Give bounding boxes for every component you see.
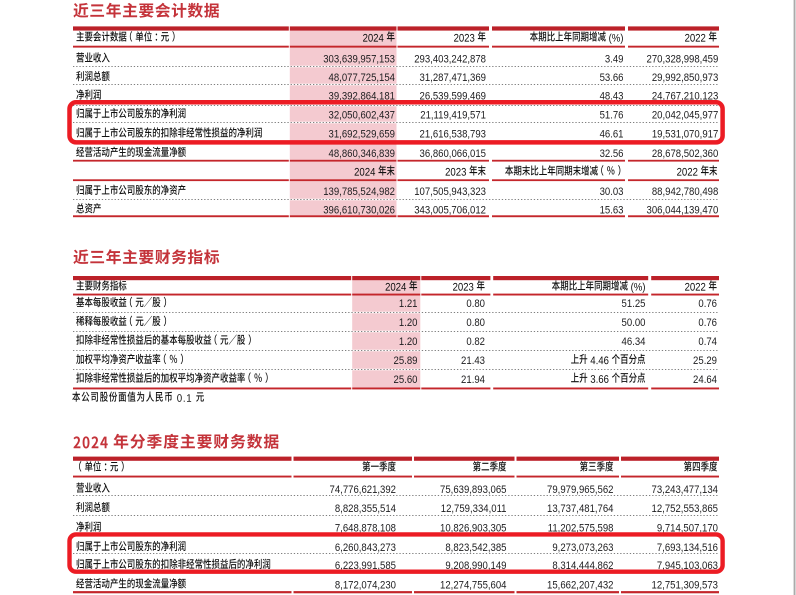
svg-text:29,992,850,973: 29,992,850,973 xyxy=(652,73,719,85)
svg-text:7,945,103,063: 7,945,103,063 xyxy=(657,560,718,572)
svg-text:0.76: 0.76 xyxy=(698,299,717,311)
svg-text:1.20: 1.20 xyxy=(399,336,418,348)
svg-text:15,662,207,432: 15,662,207,432 xyxy=(547,580,614,592)
svg-text:48.43: 48.43 xyxy=(600,91,624,103)
svg-text:73,243,477,134: 73,243,477,134 xyxy=(652,484,719,496)
svg-text:9,273,073,263: 9,273,073,263 xyxy=(552,543,613,555)
svg-text:343,005,706,012: 343,005,706,012 xyxy=(414,205,486,217)
svg-text:79,979,965,562: 79,979,965,562 xyxy=(547,484,614,496)
svg-text:53.66: 53.66 xyxy=(600,73,624,85)
svg-text:0.76: 0.76 xyxy=(698,318,717,330)
svg-text:21,119,419,571: 21,119,419,571 xyxy=(420,110,486,122)
svg-text:0.80: 0.80 xyxy=(466,299,485,311)
svg-text:13,737,481,764: 13,737,481,764 xyxy=(547,504,614,516)
svg-text:74,776,621,392: 74,776,621,392 xyxy=(330,484,397,496)
svg-text:25.60: 25.60 xyxy=(394,374,418,386)
svg-text:6,260,843,273: 6,260,843,273 xyxy=(335,543,396,555)
svg-text:32.56: 32.56 xyxy=(600,148,624,160)
svg-text:15.63: 15.63 xyxy=(600,205,624,217)
svg-text:21,616,538,793: 21,616,538,793 xyxy=(420,129,487,141)
svg-text:12,752,553,865: 12,752,553,865 xyxy=(652,504,719,516)
svg-text:51.76: 51.76 xyxy=(600,110,624,122)
svg-text:31,287,471,369: 31,287,471,369 xyxy=(420,73,487,85)
svg-text:12,759,334,011: 12,759,334,011 xyxy=(441,504,507,516)
svg-text:0.74: 0.74 xyxy=(698,336,717,348)
svg-text:36,860,066,015: 36,860,066,015 xyxy=(420,148,487,160)
svg-text:3.49: 3.49 xyxy=(605,54,624,66)
svg-text:25.89: 25.89 xyxy=(394,356,418,368)
svg-text:12,274,755,604: 12,274,755,604 xyxy=(440,580,507,592)
svg-text:25.29: 25.29 xyxy=(693,356,717,368)
svg-text:9,208,990,149: 9,208,990,149 xyxy=(445,560,506,572)
svg-text:7,648,878,108: 7,648,878,108 xyxy=(335,523,396,535)
svg-text:1.20: 1.20 xyxy=(399,318,418,330)
svg-text:88,942,780,498: 88,942,780,498 xyxy=(652,186,719,198)
svg-text:75,639,893,065: 75,639,893,065 xyxy=(440,484,507,496)
svg-text:8,172,074,230: 8,172,074,230 xyxy=(335,580,396,592)
svg-text:6,223,991,585: 6,223,991,585 xyxy=(335,560,396,572)
svg-text:24.64: 24.64 xyxy=(693,374,717,386)
svg-text:0.80: 0.80 xyxy=(466,318,485,330)
svg-text:30.03: 30.03 xyxy=(600,186,624,198)
svg-text:48,077,725,154: 48,077,725,154 xyxy=(329,73,396,85)
svg-text:303,639,957,153: 303,639,957,153 xyxy=(323,54,395,66)
svg-text:24,767,210,123: 24,767,210,123 xyxy=(652,91,719,103)
svg-text:1.21: 1.21 xyxy=(399,299,418,311)
svg-text:20,042,045,977: 20,042,045,977 xyxy=(652,110,719,122)
svg-text:7,693,134,516: 7,693,134,516 xyxy=(657,543,718,555)
svg-text:270,328,998,459: 270,328,998,459 xyxy=(647,54,719,66)
svg-text:46.61: 46.61 xyxy=(600,129,624,141)
svg-text:8,314,444,862: 8,314,444,862 xyxy=(552,560,613,572)
svg-text:139,785,524,982: 139,785,524,982 xyxy=(323,186,395,198)
svg-text:21.43: 21.43 xyxy=(461,356,485,368)
svg-text:46.34: 46.34 xyxy=(622,336,646,348)
svg-text:11,202,575,598: 11,202,575,598 xyxy=(548,523,614,535)
svg-text:39,392,864,181: 39,392,864,181 xyxy=(329,91,396,103)
svg-text:10,826,903,305: 10,826,903,305 xyxy=(440,523,507,535)
svg-text:293,403,242,878: 293,403,242,878 xyxy=(414,54,486,66)
svg-text:50.00: 50.00 xyxy=(622,318,646,330)
svg-text:306,044,139,470: 306,044,139,470 xyxy=(647,205,719,217)
svg-text:12,751,309,573: 12,751,309,573 xyxy=(652,580,719,592)
svg-text:48,860,346,839: 48,860,346,839 xyxy=(329,148,396,160)
svg-text:31,692,529,659: 31,692,529,659 xyxy=(329,129,396,141)
svg-text:51.25: 51.25 xyxy=(622,299,646,311)
svg-text:107,505,943,323: 107,505,943,323 xyxy=(414,186,486,198)
svg-text:9,714,507,170: 9,714,507,170 xyxy=(657,523,718,535)
svg-text:396,610,730,026: 396,610,730,026 xyxy=(323,205,395,217)
svg-text:28,678,502,360: 28,678,502,360 xyxy=(652,148,719,160)
svg-text:19,531,070,917: 19,531,070,917 xyxy=(652,129,719,141)
svg-text:8,823,542,385: 8,823,542,385 xyxy=(445,543,506,555)
svg-text:32,050,602,437: 32,050,602,437 xyxy=(329,110,396,122)
svg-text:8,828,355,514: 8,828,355,514 xyxy=(335,504,396,516)
svg-text:21.94: 21.94 xyxy=(461,374,485,386)
svg-text:26,539,599,469: 26,539,599,469 xyxy=(420,91,487,103)
svg-text:0.82: 0.82 xyxy=(466,336,485,348)
